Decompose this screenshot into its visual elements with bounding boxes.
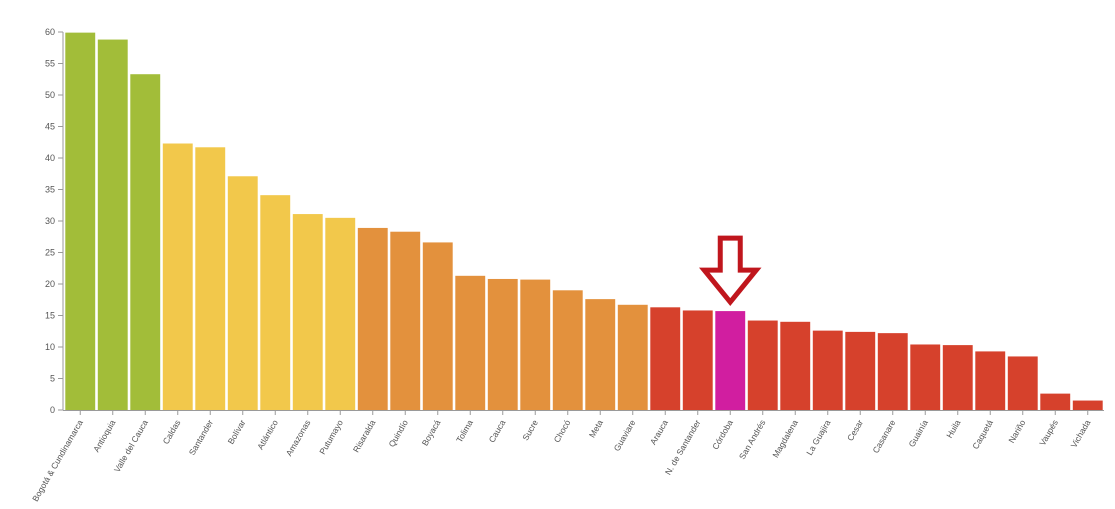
bar-9 [357,227,388,410]
bar-26 [910,344,941,410]
bar-8 [325,217,356,410]
y-tick-label: 15 [45,311,55,321]
bar-1 [97,39,128,411]
bar-27 [942,345,973,410]
bar-21 [747,320,778,410]
bar-0 [65,32,96,410]
bar-29 [1007,356,1038,410]
bar-7 [292,214,323,410]
y-tick-label: 0 [50,405,55,415]
bar-19 [682,310,713,410]
bar-24 [845,331,876,410]
arrow-down-icon [698,235,762,307]
bar-3 [162,143,193,410]
y-axis: 0 5 10 15 20 25 30 35 40 45 50 55 60 [45,27,64,415]
bar-28 [975,351,1006,410]
y-tick-label: 35 [45,185,55,195]
bar-31 [1072,400,1103,410]
y-tick-label: 25 [45,248,55,258]
y-tick-label: 50 [45,90,55,100]
bar-11 [422,242,453,410]
y-tick-label: 10 [45,342,55,352]
bar-15 [552,290,583,410]
y-tick-label: 30 [45,216,55,226]
bar-10 [390,231,421,410]
bar-14 [520,279,551,410]
bar-13 [487,278,518,410]
bar-20 [715,311,746,410]
bar-17 [617,304,648,410]
bar-18 [650,307,681,410]
y-tick-label: 60 [45,27,55,37]
bar-2 [130,74,161,411]
bar-23 [812,330,843,410]
y-tick-label: 5 [50,374,55,384]
bar-5 [227,176,258,410]
bar-16 [585,299,616,410]
bar-12 [455,275,486,410]
y-tick-label: 45 [45,122,55,132]
y-tick-label: 40 [45,153,55,163]
y-tick-label: 20 [45,279,55,289]
bar-4 [195,147,226,411]
bar-30 [1040,393,1071,410]
highlight-marker [698,235,762,307]
bars [65,32,1103,411]
bar-6 [260,195,291,410]
y-tick-label: 55 [45,59,55,69]
bar-25 [877,333,908,410]
bar-22 [780,321,811,410]
